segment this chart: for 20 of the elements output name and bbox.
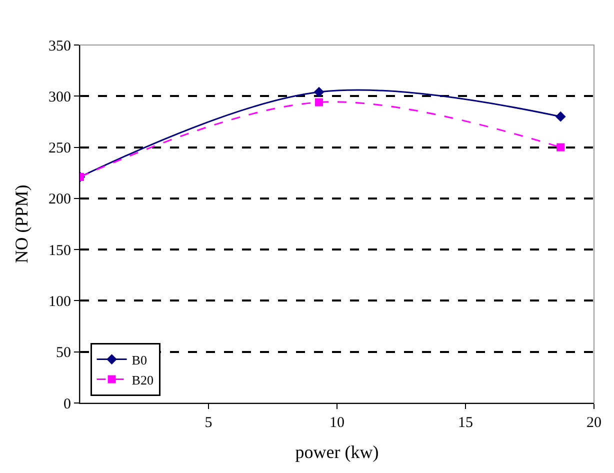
y-tick-label: 100 bbox=[48, 294, 71, 310]
x-tick-label: 15 bbox=[458, 415, 473, 431]
point bbox=[556, 143, 565, 152]
point bbox=[314, 86, 324, 98]
y-tick-label: 250 bbox=[48, 140, 71, 157]
y-tick-label: 300 bbox=[48, 89, 71, 106]
y-tick-label: 50 bbox=[56, 345, 71, 362]
y-tick-label: 350 bbox=[48, 38, 71, 54]
y-tick-label: 150 bbox=[48, 242, 71, 259]
point bbox=[555, 111, 566, 122]
legend-label: B20 bbox=[132, 372, 154, 388]
y-tick-label: 0 bbox=[64, 396, 71, 412]
y-axis-title: NO (PPM) bbox=[12, 184, 32, 264]
x-tick-label: 20 bbox=[586, 415, 602, 431]
x-tick-label: 10 bbox=[330, 415, 344, 431]
point bbox=[315, 98, 324, 106]
y-tick-label: 200 bbox=[48, 192, 71, 208]
x-tick-label: 5 bbox=[204, 415, 212, 431]
x-axis-title: power (kw) bbox=[295, 442, 379, 462]
legend-label: B0 bbox=[132, 352, 147, 368]
